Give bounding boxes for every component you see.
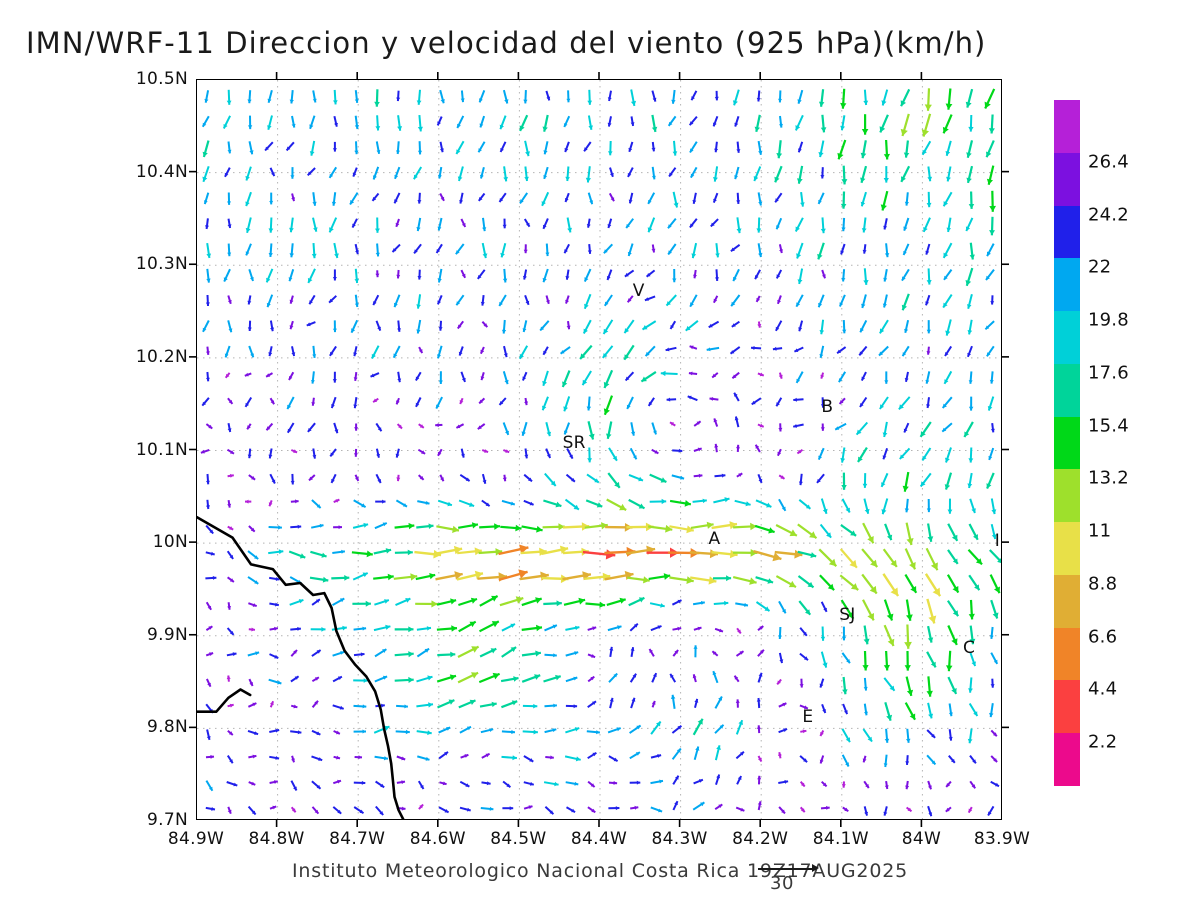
place-label-a: A [708, 528, 721, 549]
colorbar-band [1054, 627, 1080, 681]
page-title: IMN/WRF-11 Direccion y velocidad del vie… [26, 26, 987, 60]
colorbar [1054, 100, 1080, 786]
x-axis-tick-label: 84W [901, 829, 942, 849]
x-axis-tick-label: 84.9W [167, 829, 225, 849]
colorbar-tick-label: 6.6 [1088, 626, 1118, 648]
y-axis-tick-label: 10.2N [135, 346, 188, 367]
colorbar-tick-label: 11 [1088, 520, 1112, 542]
y-axis-tick-label: 9.7N [147, 810, 188, 830]
place-label-v: V [632, 281, 645, 302]
place-label-b: B [821, 397, 834, 417]
x-axis-tick-label: 84.1W [812, 829, 869, 849]
colorbar-band [1054, 100, 1080, 153]
y-axis-tick-label: 10.5N [135, 69, 188, 89]
x-axis-tick-label: 84.8W [248, 829, 305, 849]
place-label-c: C [963, 637, 976, 658]
footer-text: Instituto Meteorologico Nacional Costa R… [292, 860, 908, 882]
colorbar-tick-label: 22 [1088, 256, 1112, 278]
colorbar-band [1054, 680, 1080, 734]
x-axis-tick-label: 84.3W [651, 829, 708, 849]
wind-arrows [200, 88, 1001, 817]
colorbar-tick-label: 2.2 [1088, 731, 1118, 753]
reference-vector-label: 30 [770, 873, 794, 894]
colorbar-band [1054, 469, 1080, 523]
colorbar-band [1054, 311, 1080, 364]
x-axis-tick-label: 84.5W [490, 829, 547, 849]
colorbar-band [1054, 574, 1080, 628]
x-axis-tick-label: 84.6W [409, 829, 466, 849]
y-axis-tick-label: 10N [152, 532, 188, 553]
colorbar-band [1054, 733, 1080, 786]
colorbar-tick-label: 8.8 [1088, 573, 1118, 595]
grid-lines [197, 80, 1001, 819]
y-axis-tick-label: 10.3N [135, 254, 188, 275]
reference-vector-shaft [758, 868, 816, 870]
wind-vector-field [197, 80, 1001, 819]
x-axis-tick-label: 83.9W [973, 829, 1031, 849]
place-label-e: E [802, 707, 814, 728]
place-label-i: I [994, 531, 1001, 552]
colorbar-band [1054, 416, 1080, 470]
x-axis-tick-label: 84.4W [570, 829, 628, 849]
y-axis-tick-label: 9.8N [147, 717, 188, 738]
colorbar-band [1054, 152, 1080, 206]
coastline [197, 515, 405, 819]
colorbar-tick-label: 26.4 [1088, 151, 1129, 173]
place-label-sr: SR [562, 433, 586, 454]
colorbar-tick-label: 13.2 [1088, 467, 1129, 489]
colorbar-tick-label: 19.8 [1088, 309, 1129, 331]
y-axis-tick-label: 9.9N [147, 624, 188, 645]
colorbar-band [1054, 258, 1080, 312]
y-axis-tick-label: 10.1N [135, 439, 188, 460]
colorbar-tick-label: 15.4 [1088, 415, 1129, 437]
x-axis-tick-label: 84.2W [732, 829, 789, 849]
colorbar-band [1054, 522, 1080, 575]
y-axis-tick-label: 10.4N [135, 161, 188, 182]
wind-map-plot: V SR B A I SJ C E [196, 79, 1002, 820]
colorbar-tick-label: 17.6 [1088, 362, 1129, 384]
colorbar-band [1054, 205, 1080, 259]
colorbar-band [1054, 363, 1080, 417]
reference-vector-arrowhead [812, 864, 819, 872]
place-label-sj: SJ [839, 605, 856, 626]
colorbar-tick-label: 24.2 [1088, 204, 1129, 226]
x-axis-tick-label: 84.7W [329, 829, 386, 849]
colorbar-tick-label: 4.4 [1088, 678, 1118, 700]
